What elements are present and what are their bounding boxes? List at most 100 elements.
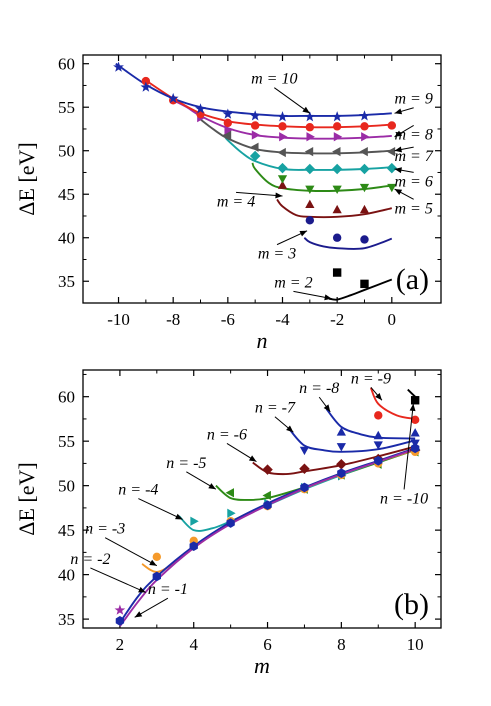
marker-m3 <box>360 235 369 244</box>
curve-m2 <box>328 278 393 301</box>
marker-m9 <box>141 76 151 86</box>
marker-m3 <box>332 233 342 242</box>
marker-m8 <box>251 130 261 140</box>
annotation-arrow <box>274 87 311 114</box>
annotation-arrowhead <box>394 146 402 153</box>
marker-m10 <box>331 111 343 122</box>
y-tick-label: 45 <box>58 521 75 540</box>
marker-n-5 <box>262 490 271 501</box>
curves <box>115 62 393 301</box>
marker-n-7 <box>299 446 310 456</box>
marker-m5 <box>305 185 315 195</box>
marker-m7 <box>359 146 368 157</box>
marker-m7 <box>332 146 341 157</box>
marker-m10 <box>359 110 370 121</box>
marker-n-9 <box>374 411 383 420</box>
marker-m2 <box>360 279 369 289</box>
marker-m9 <box>278 122 287 131</box>
marker-m9 <box>250 121 260 130</box>
annotation-arrowhead <box>286 425 294 433</box>
marker-m8 <box>224 125 233 135</box>
marker-m4 <box>359 204 370 214</box>
curve-m5 <box>251 162 392 192</box>
curve-m9 <box>142 77 392 129</box>
marker-m6 <box>277 162 288 174</box>
marker-n-8 <box>336 427 346 436</box>
annotation-label: m = 9 <box>394 91 432 108</box>
marker-m8 <box>333 132 343 142</box>
annotation-arrowhead <box>302 106 310 114</box>
y-tick-label: 55 <box>58 98 75 117</box>
marker-m6 <box>304 163 316 175</box>
curve-n-10 <box>407 388 416 398</box>
marker-m5 <box>387 183 397 193</box>
marker-m9 <box>360 122 369 131</box>
annotation-arrowhead <box>324 294 332 301</box>
marker-n-4 <box>190 516 199 526</box>
marker-m6 <box>331 163 343 175</box>
marker-m8 <box>306 132 315 142</box>
marker-m7 <box>250 142 259 152</box>
x-tick-label: 10 <box>407 635 424 654</box>
x-tick-label: 2 <box>116 635 125 654</box>
panel-label: (a) <box>396 263 429 296</box>
marker-n-2 <box>189 541 198 551</box>
annotation-arrowhead <box>323 404 331 412</box>
annotation-label: m = 5 <box>394 200 432 217</box>
marker-n-6 <box>336 459 347 470</box>
annotation-label: n = -8 <box>299 380 339 397</box>
marker-m10 <box>113 61 124 72</box>
marker-n-2 <box>263 500 272 511</box>
marker-m5 <box>277 175 288 184</box>
annotation-arrow <box>90 567 146 593</box>
curve-n-9 <box>369 387 416 420</box>
marker-m6 <box>359 163 370 175</box>
marker-n-2 <box>152 571 161 582</box>
marker-n-1 <box>114 604 126 615</box>
annotation-label: n = -5 <box>166 455 206 472</box>
marker-n-2 <box>115 616 125 626</box>
annotation-arrowhead <box>394 167 402 174</box>
marker-n-7 <box>373 441 383 450</box>
x-tick-label: 8 <box>337 635 346 654</box>
marker-n-2 <box>374 455 383 466</box>
marker-m8 <box>361 132 370 142</box>
marker-m7 <box>386 146 396 157</box>
annotation-arrowhead <box>275 192 283 199</box>
panel-label: (b) <box>394 588 429 621</box>
annotation-label: n = -2 <box>70 551 110 568</box>
y-axis-label: ΔE [eV] <box>14 142 39 215</box>
y-tick-label: 40 <box>58 229 75 248</box>
marker-n-9 <box>410 415 420 425</box>
annotation-arrowhead <box>375 392 382 401</box>
x-tick-label: 6 <box>263 635 272 654</box>
panel-a: -10 -8 -6 -4 -2 0 35 40 45 50 55 60 n ΔE [eV] m = 10 m … <box>14 54 442 353</box>
marker-m7 <box>277 147 286 158</box>
x-tick-label: -8 <box>166 310 180 329</box>
marker-m9 <box>305 123 315 132</box>
marker-m6 <box>386 162 398 174</box>
y-tick-label: 40 <box>58 566 75 585</box>
curve-m8 <box>172 99 392 140</box>
annotation-label: n = -7 <box>255 400 296 417</box>
marker-n-2 <box>226 518 235 528</box>
annotation-arrowhead <box>138 586 146 593</box>
x-tick-label: -6 <box>221 310 235 329</box>
y-tick-label: 60 <box>58 388 75 407</box>
y-tick-label: 55 <box>58 432 75 451</box>
annotation-arrowhead <box>149 559 157 566</box>
marker-n-4 <box>227 508 236 518</box>
marker-n-6 <box>262 464 273 475</box>
marker-m7 <box>304 146 314 157</box>
annotation-arrow <box>235 191 283 197</box>
x-tick-label: 0 <box>388 310 397 329</box>
annotation-label: n = -1 <box>148 581 188 598</box>
y-tick-label: 60 <box>58 55 75 74</box>
marker-n-6 <box>299 463 310 475</box>
annotation-label: n = -6 <box>207 426 247 443</box>
annotation-arrowhead <box>299 230 308 237</box>
marker-n-2 <box>410 443 420 454</box>
marker-m5 <box>359 183 370 193</box>
marker-n-10 <box>410 396 420 405</box>
